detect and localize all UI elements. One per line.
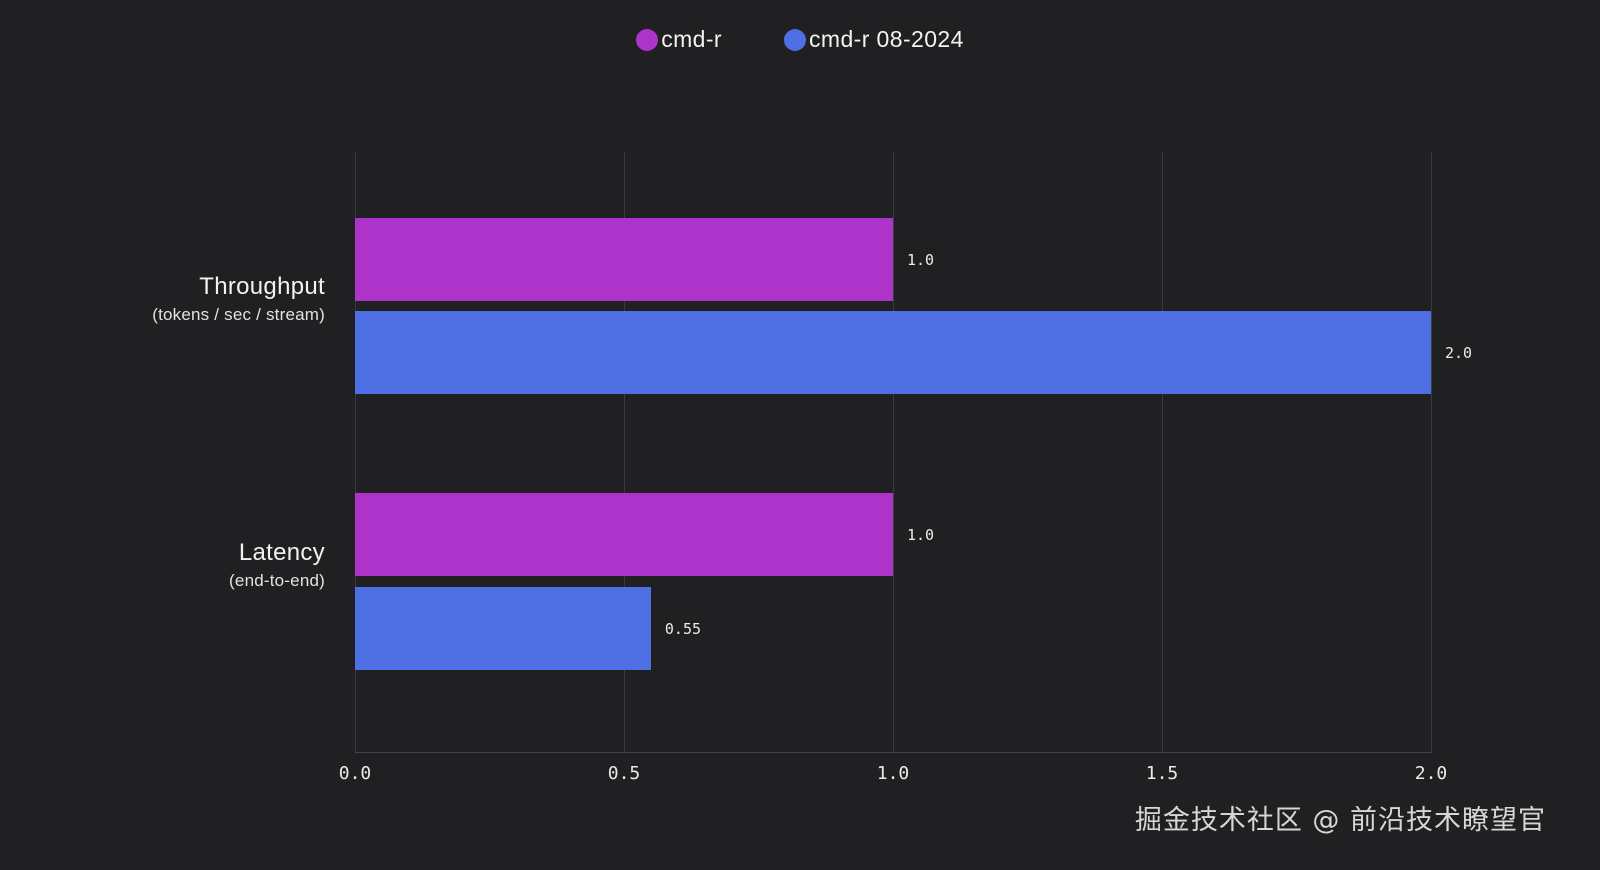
x-axis-line bbox=[355, 752, 1431, 753]
bar-row-throughput-cmd-r-08-2024: 2.0 bbox=[355, 311, 1472, 394]
gridline-1.0 bbox=[893, 152, 894, 753]
legend-label-cmd-r-08-2024: cmd-r 08-2024 bbox=[809, 26, 964, 52]
category-label-throughput: Throughput (tokens / sec / stream) bbox=[0, 272, 325, 328]
category-label-latency: Latency (end-to-end) bbox=[0, 538, 325, 594]
legend: cmd-r cmd-r 08-2024 bbox=[0, 26, 1600, 53]
bar-value-label: 1.0 bbox=[907, 525, 935, 544]
category-title: Latency bbox=[238, 539, 325, 566]
legend-item-cmd-r: cmd-r bbox=[636, 26, 722, 53]
category-subtitle: (end-to-end) bbox=[229, 571, 325, 590]
bar-row-throughput-cmd-r: 1.0 bbox=[355, 218, 1431, 301]
gridline-0.0 bbox=[355, 152, 356, 753]
bar-row-latency-cmd-r-08-2024: 0.55 bbox=[355, 587, 1431, 670]
bar-value-label: 1.0 bbox=[907, 250, 935, 269]
x-tick: 0.0 bbox=[338, 763, 372, 784]
bar-latency-cmd-r bbox=[355, 493, 893, 576]
gridline-0.5 bbox=[624, 152, 625, 753]
bar-row-latency-cmd-r: 1.0 bbox=[355, 493, 1431, 576]
plot-area: 1.0 2.0 1.0 0.55 bbox=[355, 152, 1472, 753]
legend-label-cmd-r: cmd-r bbox=[661, 26, 722, 52]
gridline-2.0 bbox=[1431, 152, 1432, 753]
legend-dot-icon bbox=[784, 28, 806, 51]
x-tick: 2.0 bbox=[1414, 763, 1448, 784]
x-axis-ticks: 0.0 0.5 1.0 1.5 2.0 bbox=[339, 763, 1448, 789]
category-subtitle: (tokens / sec / stream) bbox=[152, 305, 325, 324]
bar-latency-cmd-r-08-2024 bbox=[355, 587, 651, 670]
bar-value-label: 0.55 bbox=[664, 619, 702, 638]
bar-throughput-cmd-r-08-2024 bbox=[355, 311, 1431, 394]
gridline-1.5 bbox=[1162, 152, 1163, 753]
x-tick: 1.0 bbox=[876, 763, 910, 784]
watermark-text: 掘金技术社区 @ 前沿技术瞭望官 bbox=[1134, 805, 1546, 836]
x-tick: 0.5 bbox=[607, 763, 641, 784]
legend-dot-icon bbox=[636, 28, 659, 51]
bar-throughput-cmd-r bbox=[355, 218, 893, 301]
x-tick: 1.5 bbox=[1145, 763, 1179, 784]
legend-item-cmd-r-08-2024: cmd-r 08-2024 bbox=[784, 26, 964, 53]
category-title: Throughput bbox=[199, 273, 325, 300]
bar-value-label: 2.0 bbox=[1445, 343, 1473, 362]
